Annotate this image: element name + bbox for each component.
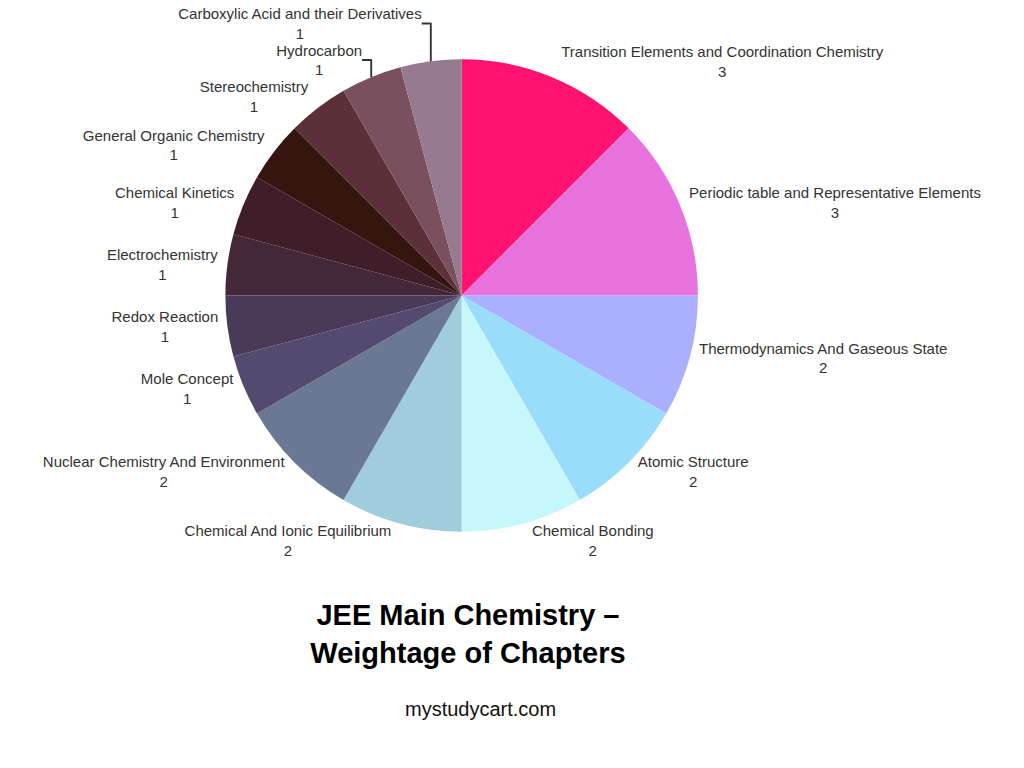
svg-text:Redox Reaction1: Redox Reaction1: [112, 308, 219, 345]
svg-text:Chemical Bonding2: Chemical Bonding2: [532, 522, 654, 559]
svg-text:JEE Main Chemistry –Weightage: JEE Main Chemistry –Weightage of Chapter…: [310, 599, 625, 669]
svg-text:Transition Elements and Coordi: Transition Elements and Coordination Che…: [561, 43, 884, 79]
svg-text:mystudycart.com: mystudycart.com: [405, 698, 556, 720]
svg-text:Stereochemistry1: Stereochemistry1: [200, 78, 309, 115]
svg-text:Chemical And Ionic Equilibrium: Chemical And Ionic Equilibrium2: [185, 522, 392, 559]
svg-text:Mole Concept1: Mole Concept1: [141, 370, 234, 407]
svg-text:Atomic Structure2: Atomic Structure2: [638, 453, 749, 490]
svg-text:Chemical Kinetics1: Chemical Kinetics1: [115, 184, 234, 221]
svg-text:General Organic Chemistry1: General Organic Chemistry1: [83, 127, 265, 164]
svg-text:Hydrocarbon1: Hydrocarbon1: [276, 42, 362, 79]
svg-text:Thermodynamics And Gaseous Sta: Thermodynamics And Gaseous State2: [699, 340, 947, 377]
svg-text:Nuclear Chemistry And Environm: Nuclear Chemistry And Environment2: [43, 453, 286, 490]
svg-text:Electrochemistry1: Electrochemistry1: [107, 246, 218, 283]
svg-text:Periodic table and Representat: Periodic table and Representative Elemen…: [689, 184, 981, 221]
svg-text:Carboxylic Acid and their Deri: Carboxylic Acid and their Derivatives1: [178, 5, 421, 42]
